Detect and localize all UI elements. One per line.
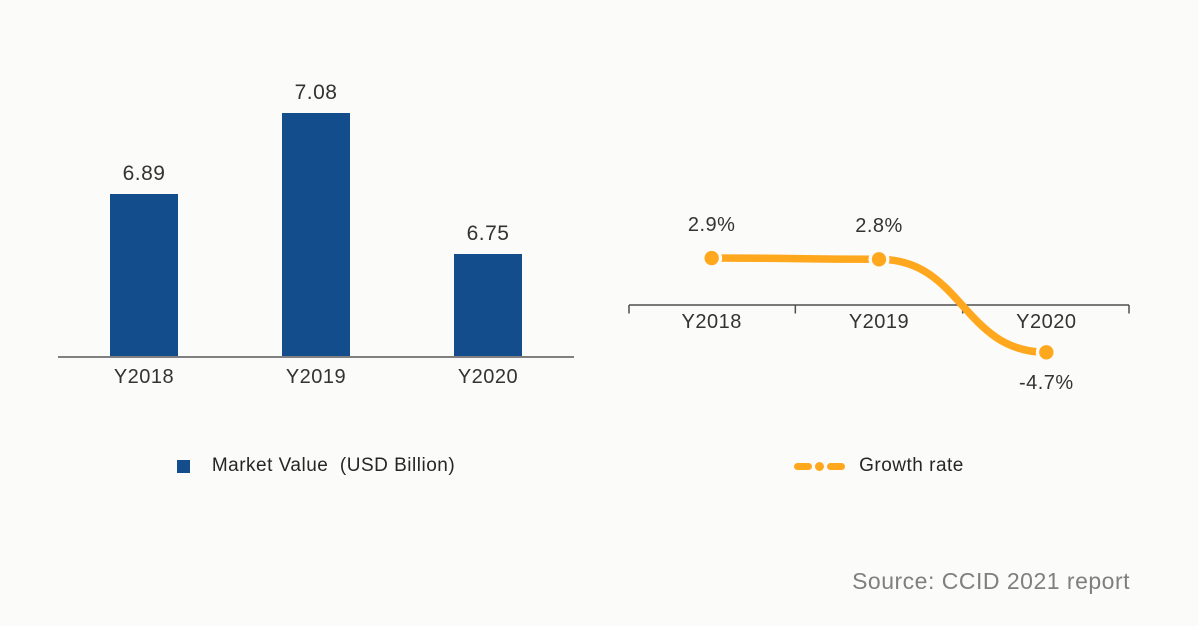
line-value-label: -4.7% (1018, 372, 1074, 395)
line-chart-category-axis: Y2018 Y2019 Y2020 (628, 311, 1130, 334)
line-value-label: 2.9% (687, 214, 736, 237)
data-point-marker (871, 252, 887, 267)
legend-market-value-label: Market Value (USD Billion) (211, 455, 456, 476)
legend-dot-icon (815, 461, 825, 471)
bar-category-label: Y2019 (285, 366, 347, 388)
line-value-label: 2.8% (855, 215, 903, 238)
bar-value-label: 7.08 (294, 81, 338, 104)
bar-series-legend-marker (176, 459, 190, 473)
line-series-legend-marker (794, 461, 846, 471)
market-value-bar-chart: 6.89 7.08 6.75 (58, 76, 574, 356)
legend-growth-rate: Growth rate (628, 452, 1130, 480)
bar-Y2020 (454, 254, 522, 356)
growth-rate-line-svg (628, 247, 1130, 363)
growth-rate-line-chart: 2.9% 2.8% -4.7% (628, 206, 1130, 406)
bar-value-label: 6.75 (466, 222, 510, 245)
bar-Y2018 (110, 194, 178, 356)
bar-category-label: Y2018 (113, 366, 175, 388)
bar-value-label: 6.89 (122, 162, 166, 185)
bar-category-label: Y2020 (457, 366, 519, 388)
line-category-label: Y2019 (848, 311, 910, 333)
data-point-marker (704, 250, 719, 266)
bar-chart-category-axis: Y2018 Y2019 Y2020 (58, 366, 574, 389)
growth-rate-line (707, 254, 1051, 357)
bar-chart-axis-line (58, 356, 574, 358)
line-category-label: Y2018 (681, 311, 742, 333)
source-note: Source: CCID 2021 report (852, 568, 1130, 594)
legend-dash-icon (794, 462, 813, 470)
legend-dash-icon (827, 462, 846, 470)
legend-growth-rate-label: Growth rate (859, 455, 964, 476)
line-category-label: Y2020 (1016, 311, 1077, 333)
legend-market-value: Market Value (USD Billion) (58, 452, 574, 480)
bar-Y2019 (282, 113, 350, 356)
data-point-marker (1039, 345, 1054, 360)
